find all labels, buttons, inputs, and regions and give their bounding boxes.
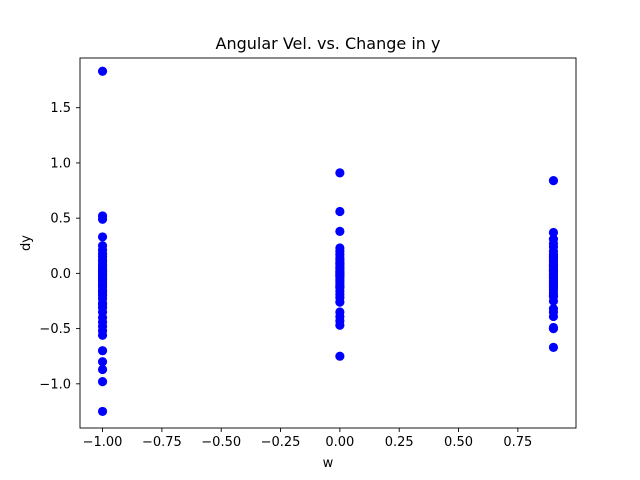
data-point [97, 377, 108, 387]
data-point [97, 66, 108, 76]
data-point [548, 279, 559, 290]
y-tick-label: 0.0 [50, 267, 71, 282]
y-tick-label: −0.5 [39, 322, 71, 337]
data-point [335, 168, 345, 178]
x-axis-label: w [323, 456, 334, 471]
y-tick-label: 1.0 [50, 156, 71, 171]
data-point [97, 286, 108, 296]
data-point [335, 258, 345, 269]
data-point [335, 267, 345, 277]
data-point [548, 227, 559, 238]
chart-title: Angular Vel. vs. Change in y [216, 34, 441, 53]
x-tick-label: 0.25 [385, 435, 414, 450]
data-point [97, 298, 108, 308]
data-point [97, 346, 108, 356]
data-point [97, 214, 108, 224]
plot-frame [79, 57, 577, 429]
x-tick-label: 0.50 [444, 435, 473, 450]
data-point [335, 206, 345, 217]
x-axis-ticks: −1.00 −0.75 −0.50 −0.25 0.00 0.25 0.50 0.75 [83, 428, 532, 450]
data-point [548, 324, 559, 334]
data-point [548, 273, 559, 283]
data-point [97, 357, 108, 367]
data-point [97, 274, 108, 284]
x-tick-label: 0.75 [503, 435, 532, 450]
data-point [335, 297, 345, 307]
data-points [97, 66, 559, 417]
x-tick-label: −1.00 [83, 435, 123, 450]
data-point [97, 232, 108, 242]
data-point [97, 265, 108, 275]
y-tick-label: 0.5 [50, 212, 71, 227]
data-point [335, 351, 345, 361]
data-point [97, 364, 108, 375]
y-tick-label: 1.5 [50, 101, 71, 116]
data-point [335, 282, 345, 292]
x-tick-label: −0.25 [261, 435, 301, 450]
y-axis-ticks: −1.0 −0.5 0.0 0.5 1.0 1.5 [39, 101, 80, 392]
data-point [548, 261, 559, 271]
x-tick-label: −0.50 [201, 435, 241, 450]
data-point [548, 311, 559, 322]
data-point [335, 226, 345, 236]
data-point [548, 252, 559, 262]
data-point [335, 320, 345, 330]
data-point [97, 406, 108, 417]
data-point [548, 290, 559, 301]
x-tick-label: 0.00 [325, 435, 354, 450]
data-point [548, 176, 559, 186]
x-tick-label: −0.75 [142, 435, 182, 450]
y-axis-label: dy [19, 235, 34, 251]
y-tick-label: −1.0 [39, 377, 71, 392]
data-point [97, 330, 108, 340]
data-point [548, 342, 559, 352]
